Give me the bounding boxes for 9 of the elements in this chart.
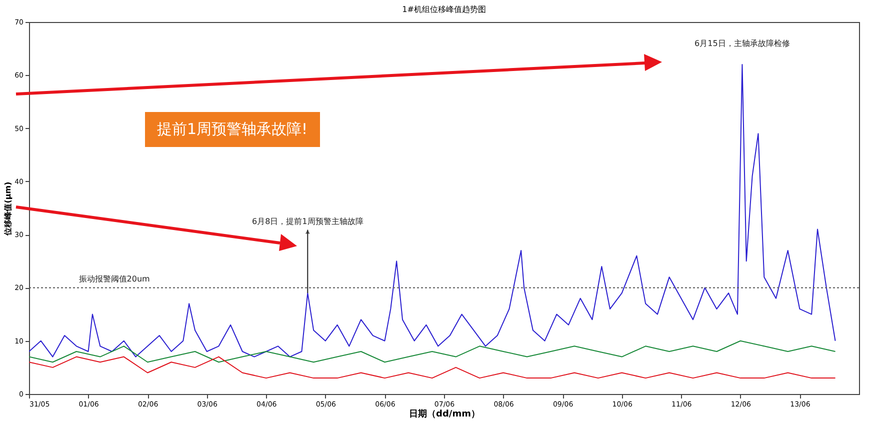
- annotation: 6月8日，提前1周预警主轴故障: [252, 216, 364, 226]
- y-axis-title: 位移峰值(μm): [4, 182, 13, 236]
- ref-line-label: 振动报警阈值20um: [78, 274, 150, 284]
- x-axis-title: 日期（dd/mm）: [409, 408, 480, 420]
- chart-title: 1#机组位移峰值趋势图: [402, 5, 486, 14]
- line-series: [29, 356, 836, 379]
- annotation: 提前1周预警轴承故障!: [145, 112, 320, 147]
- line-series: [29, 340, 836, 363]
- annotation: 6月15日，主轴承故障检修: [694, 38, 790, 48]
